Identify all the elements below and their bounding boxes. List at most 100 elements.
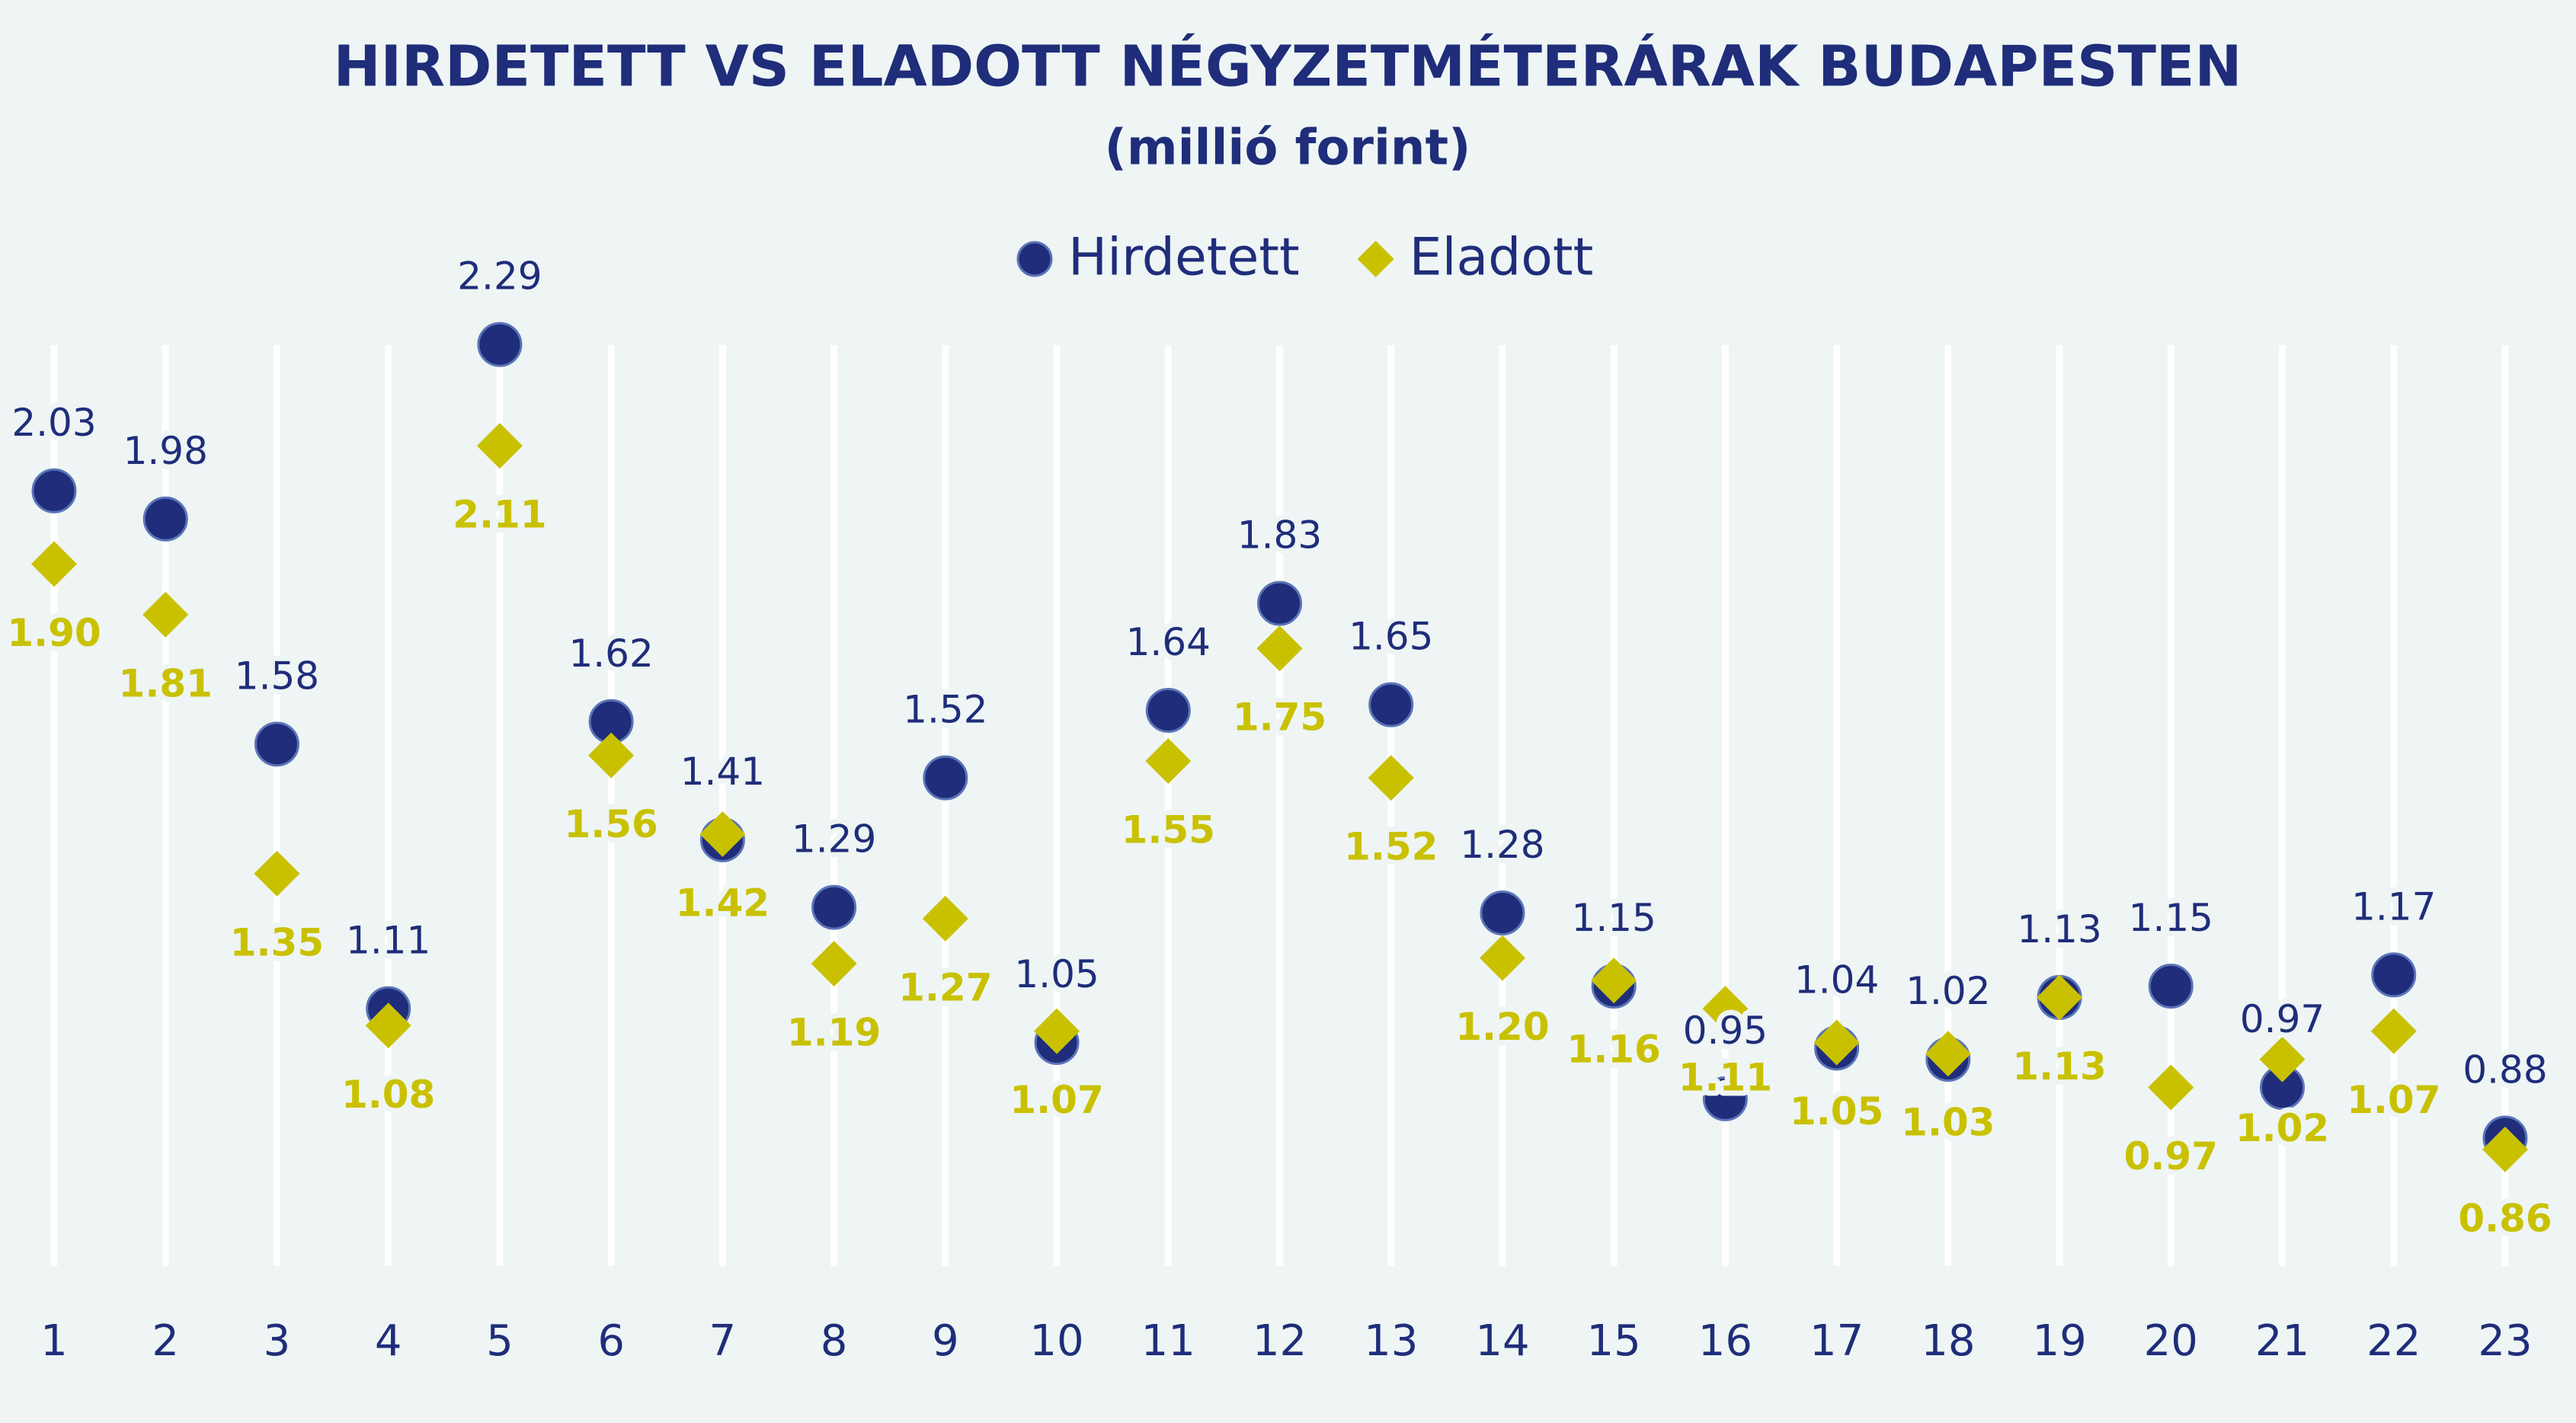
diamond-marker <box>811 941 857 987</box>
diamond-marker <box>699 811 746 858</box>
data-label: 0.86 <box>2458 1196 2552 1240</box>
data-label: 1.55 <box>1122 808 1215 852</box>
diamond-marker <box>1256 625 1303 672</box>
legend-label: Hirdetett <box>1068 228 1300 288</box>
data-label: 1.20 <box>1455 1005 1549 1049</box>
circle-marker <box>31 468 77 513</box>
data-label: 1.90 <box>7 611 101 655</box>
grid <box>50 345 2509 1266</box>
diamond-marker <box>1925 1031 1971 1077</box>
data-label: 1.13 <box>2017 907 2101 951</box>
circle-marker <box>811 884 857 930</box>
data-label: 1.29 <box>792 817 876 862</box>
diamond-marker <box>2482 1126 2528 1172</box>
data-label: 1.08 <box>341 1073 435 1117</box>
diamond-marker <box>2259 1036 2306 1082</box>
circle-marker <box>1016 241 1053 277</box>
legend-label: Eladott <box>1410 228 1594 288</box>
x-tick-label: 23 <box>2478 1316 2532 1366</box>
data-label: 0.97 <box>2124 1134 2218 1178</box>
x-tick-label: 3 <box>264 1316 291 1366</box>
x-tick-label: 18 <box>1921 1316 1975 1366</box>
diamond-marker <box>2370 1008 2417 1054</box>
circle-marker <box>1368 682 1414 727</box>
x-tick-label: 8 <box>821 1316 848 1366</box>
diamond-marker <box>2037 974 2083 1021</box>
data-label: 0.95 <box>1683 1009 1768 1053</box>
legend: Hirdetett Eladott <box>1016 228 1594 288</box>
data-label: 1.64 <box>1126 620 1211 664</box>
chart-title: HIRDETETT VS ELADOTT NÉGYZETMÉTERÁRAK BU… <box>334 33 2242 100</box>
data-label: 1.98 <box>123 429 208 473</box>
diamond-marker <box>588 732 635 779</box>
diamond-marker <box>254 850 300 897</box>
data-label: 1.11 <box>346 919 430 963</box>
diamond-marker <box>476 423 523 469</box>
data-label: 1.15 <box>2129 896 2213 940</box>
x-tick-label: 22 <box>2366 1316 2421 1366</box>
data-label: 1.65 <box>1349 615 1433 659</box>
data-label: 1.11 <box>1678 1056 1772 1100</box>
x-tick-label: 17 <box>1810 1316 1864 1366</box>
data-label: 2.11 <box>453 493 546 537</box>
data-label: 1.42 <box>676 881 770 926</box>
circle-marker <box>1145 688 1191 733</box>
data-label: 1.52 <box>1344 825 1438 869</box>
data-label: 1.19 <box>787 1011 881 1055</box>
x-tick-label: 5 <box>486 1316 514 1366</box>
circle-marker <box>477 321 523 367</box>
x-tick-label: 6 <box>597 1316 625 1366</box>
x-tick-label: 13 <box>1364 1316 1418 1366</box>
x-tick-label: 15 <box>1587 1316 1641 1366</box>
diamond-marker <box>365 1002 411 1049</box>
data-label: 1.16 <box>1566 1028 1660 1072</box>
circle-marker <box>1702 1076 1748 1121</box>
data-label: 0.88 <box>2462 1048 2547 1092</box>
diamond-marker <box>1479 935 1525 981</box>
diamond-marker <box>922 895 968 942</box>
data-label: 1.05 <box>1014 952 1099 996</box>
data-label: 1.81 <box>119 661 213 705</box>
x-tick-label: 20 <box>2144 1316 2198 1366</box>
data-label: 1.07 <box>1010 1078 1103 1122</box>
data-label: 2.29 <box>457 254 542 299</box>
circle-marker <box>2148 964 2194 1009</box>
data-label: 1.27 <box>898 965 992 1009</box>
x-tick-label: 2 <box>152 1316 179 1366</box>
data-label: 1.13 <box>2012 1044 2106 1089</box>
data-label: 1.83 <box>1237 513 1322 558</box>
marks <box>31 321 2528 1172</box>
data-label: 1.28 <box>1460 823 1544 867</box>
data-label: 2.03 <box>11 401 96 445</box>
diamond-marker <box>1702 986 1749 1032</box>
circle-marker <box>142 496 188 542</box>
data-label: 1.02 <box>1906 969 1990 1013</box>
data-label: 1.02 <box>2235 1106 2329 1150</box>
circle-marker <box>923 755 968 801</box>
data-label: 1.58 <box>235 654 319 698</box>
circle-marker <box>1480 891 1525 935</box>
data-label: 1.75 <box>1233 696 1326 740</box>
diamond-marker <box>1368 755 1414 801</box>
diamond-marker <box>142 591 189 638</box>
data-label: 1.52 <box>903 688 987 732</box>
x-tick-label: 16 <box>1698 1316 1752 1366</box>
x-tick-label: 11 <box>1141 1316 1195 1366</box>
data-label: 1.07 <box>2347 1078 2440 1122</box>
x-tick-label: 19 <box>2032 1316 2086 1366</box>
data-label: 1.03 <box>1901 1101 1995 1145</box>
x-tick-label: 14 <box>1475 1316 1529 1366</box>
data-label: 1.15 <box>1572 896 1656 940</box>
data-label: 0.97 <box>2240 997 2325 1041</box>
data-label: 1.05 <box>1790 1089 1883 1134</box>
data-label: 1.04 <box>1794 958 1879 1002</box>
chart-subtitle: (millió forint) <box>1105 120 1471 177</box>
data-label: 1.62 <box>568 632 653 676</box>
x-tick-label: 4 <box>375 1316 402 1366</box>
labels: 1 2 3 4 5 6 7 8 9 10 11 12 13 14 15 16 17 18 19 20 21 22 232.0… <box>2 249 2557 1366</box>
x-tick-label: 21 <box>2255 1316 2309 1366</box>
circle-marker <box>2371 952 2417 998</box>
diamond-marker <box>1357 241 1394 277</box>
